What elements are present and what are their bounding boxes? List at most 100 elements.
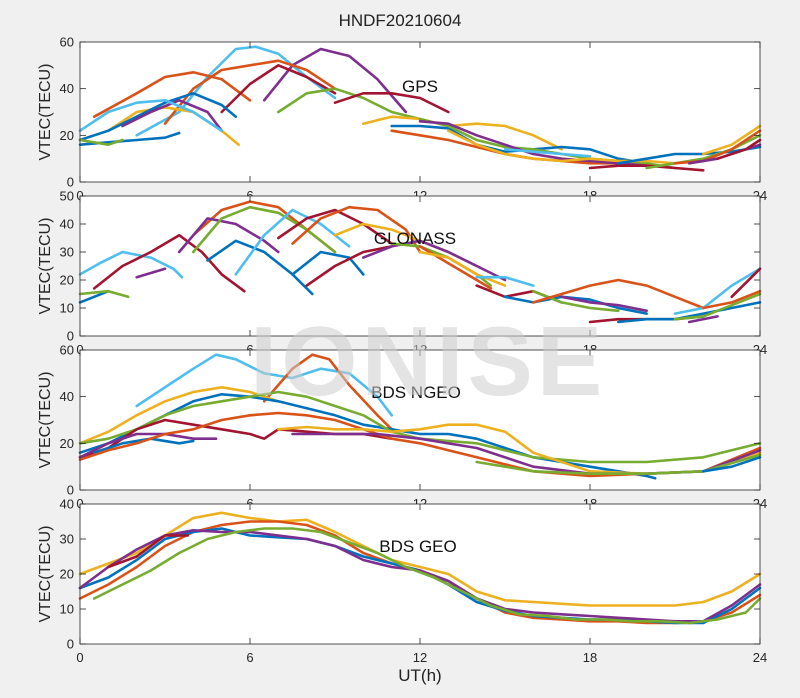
x-tick-label: 6	[246, 342, 253, 357]
x-axis-label: UT(h)	[398, 666, 442, 685]
y-tick-label: 60	[60, 343, 74, 358]
x-tick-label: 0	[76, 342, 83, 357]
series-line-13	[702, 456, 762, 473]
series-line-4	[78, 393, 657, 480]
plot-area	[80, 196, 760, 336]
x-tick-label: 12	[413, 650, 427, 665]
series-line-26	[716, 138, 762, 160]
series-line-24	[702, 124, 762, 156]
series-line-27	[617, 301, 762, 324]
series-line-8	[192, 205, 337, 254]
series-line-12	[291, 205, 422, 254]
series-line-5	[78, 390, 762, 464]
series-line-14	[291, 250, 365, 276]
series-line-4	[92, 71, 252, 118]
series-line-21	[617, 145, 762, 165]
y-tick-label: 50	[60, 189, 74, 204]
y-tick-label: 20	[60, 128, 74, 143]
x-tick-label: 0	[76, 496, 83, 511]
series-line-18	[418, 120, 648, 167]
y-tick-label: 60	[60, 35, 74, 50]
panel-bds-geo: 0 6 12 18 24 0 10 20 30 40 VTEC(TECU) BDS GEO	[37, 497, 767, 666]
series-line-11	[78, 99, 223, 132]
x-tick-label: 24	[753, 650, 767, 665]
y-tick-label: 0	[67, 483, 74, 498]
y-tick-label: 40	[60, 389, 74, 404]
series-line-4	[78, 289, 130, 299]
series-line-5	[92, 527, 762, 625]
series-line-7	[78, 432, 218, 459]
panel-system-label: BDS NGEO	[371, 383, 461, 402]
series-line-6	[277, 87, 422, 121]
series-line-20	[588, 164, 705, 172]
series-line-10	[121, 99, 223, 132]
y-tick-label: 20	[60, 273, 74, 288]
series-line-20	[475, 275, 535, 287]
series-line-3	[163, 59, 337, 125]
y-tick-label: 20	[60, 567, 74, 582]
y-tick-label: 0	[67, 637, 74, 652]
x-tick-label: 0	[76, 650, 83, 665]
series-line-5	[135, 267, 167, 279]
x-tick-label: 18	[583, 650, 597, 665]
series-line-14	[362, 115, 563, 151]
series-line-7	[177, 217, 280, 254]
series-line-11	[277, 208, 393, 245]
y-tick-label: 20	[60, 436, 74, 451]
series-line-32	[687, 315, 719, 324]
series-line-10	[234, 208, 351, 276]
series-line-2	[262, 47, 408, 114]
series-line-6	[107, 534, 189, 569]
series-line-3	[78, 386, 280, 445]
series-line-1	[78, 250, 184, 279]
figure-title: HNDF20210604	[338, 11, 462, 30]
y-axis-label: VTEC(TECU)	[37, 526, 54, 623]
y-tick-label: 0	[67, 175, 74, 190]
panel-system-label: GPS	[402, 77, 438, 96]
y-tick-label: 10	[60, 301, 74, 316]
y-tick-label: 0	[67, 329, 74, 344]
series-line-5	[220, 64, 337, 114]
series-line-16	[362, 239, 507, 282]
y-axis-label: VTEC(TECU)	[37, 64, 54, 161]
series-line-30	[702, 289, 762, 310]
series-line-19	[418, 250, 507, 287]
plot-area	[80, 350, 760, 490]
x-tick-label: 6	[246, 650, 253, 665]
series-line-9	[78, 411, 762, 478]
series-line-13	[78, 138, 124, 146]
y-tick-label: 30	[60, 245, 74, 260]
y-tick-label: 40	[60, 497, 74, 512]
series-line-2	[92, 233, 246, 293]
series-line-23	[532, 289, 620, 313]
series-line-27	[503, 148, 592, 158]
panel-system-label: GLONASS	[374, 229, 456, 248]
series-line-4	[78, 529, 762, 623]
x-tick-label: 6	[246, 496, 253, 511]
y-axis-label: VTEC(TECU)	[37, 372, 54, 469]
x-tick-label: 6	[246, 188, 253, 203]
series-line-15	[305, 245, 393, 287]
series-line-1	[78, 511, 762, 607]
y-tick-label: 10	[60, 602, 74, 617]
series-line-1	[135, 45, 337, 137]
series-line-8	[107, 106, 240, 146]
x-tick-label: 0	[76, 188, 83, 203]
series-line-3	[78, 289, 110, 304]
series-line-9	[206, 239, 314, 296]
series-line-1	[135, 353, 393, 417]
series-line-22	[503, 295, 648, 315]
panel-system-label: BDS GEO	[379, 537, 456, 556]
y-axis-label: VTEC(TECU)	[37, 218, 54, 315]
series-line-29	[673, 292, 762, 321]
series-line-31	[730, 267, 762, 299]
series-line-7	[333, 92, 450, 114]
y-tick-label: 40	[60, 217, 74, 232]
series-line-24	[532, 278, 705, 310]
y-tick-label: 30	[60, 532, 74, 547]
series-line-25	[560, 295, 648, 313]
